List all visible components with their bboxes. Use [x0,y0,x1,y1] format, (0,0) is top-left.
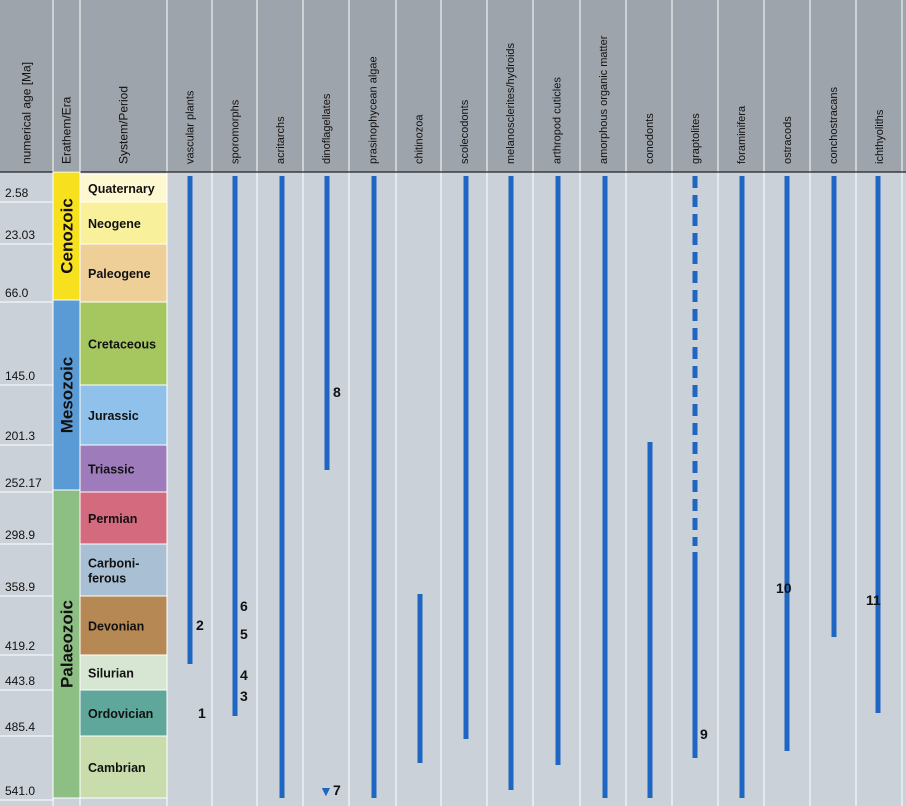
down-triangle-marker: ▼ [319,783,333,799]
age-label: 2.58 [5,186,29,200]
period-block [79,689,168,737]
age-label: 23.03 [5,228,35,242]
header-graptolites: graptolites [690,113,702,164]
footnote-number: 8 [333,384,341,400]
period-block [79,654,168,691]
period-block [79,735,168,799]
period-label: Cretaceous [88,338,156,352]
footnote-number: 7 [333,782,341,798]
header-arthropod-cuticles: arthropod cuticles [552,77,564,164]
era-block-cenozoic [52,171,81,301]
age-label: 201.3 [5,429,35,443]
header-ostracods: ostracods [782,116,794,164]
header-ichthyoliths: ichthyoliths [874,109,886,164]
header-prasinophycean-algae: prasinophycean algae [368,56,380,164]
header-band [0,0,906,172]
period-block [79,595,168,656]
age-label: 419.2 [5,639,35,653]
header-sporomorphs: sporomorphs [230,99,242,164]
period-block [79,543,168,597]
footnote-number: 2 [196,617,204,633]
footnote-number: 6 [240,598,248,614]
header-vascular-plants: vascular plants [185,90,197,164]
period-label: ferous [88,572,126,586]
footnote-number: 10 [776,580,792,596]
period-block [79,384,168,446]
age-label: 541.0 [5,784,35,798]
age-label: 485.4 [5,720,35,734]
period-label: Jurassic [88,409,139,423]
period-block [79,243,168,303]
header-amorphous-organic-matter: amorphous organic matter [598,35,610,164]
age-label: 443.8 [5,674,35,688]
period-label: Triassic [88,463,135,477]
era-label-mesozoic: Mesozoic [58,357,77,434]
age-label: 298.9 [5,528,35,542]
footnote-number: 3 [240,688,248,704]
period-block [79,301,168,386]
period-label: Paleogene [88,267,151,281]
header-numerical-age: numerical age [Ma] [20,62,34,164]
footnote-number: 4 [240,667,248,683]
header-chitinozoa: chitinozoa [414,114,426,164]
period-label: Permian [88,512,137,526]
era-block-mesozoic [52,299,81,491]
age-label: 252.17 [5,476,42,490]
header-erathem-era: Erathem/Era [60,96,74,164]
period-block [79,491,168,545]
footnote-number: 11 [866,592,881,608]
age-label: 358.9 [5,580,35,594]
age-label: 145.0 [5,369,35,383]
header-conchostracans: conchostracans [828,86,840,164]
header-conodonts: conodonts [644,113,656,164]
footnote-number: 5 [240,626,248,642]
age-label: 66.0 [5,286,29,300]
header-melanosclerites-hydroids: melanosclerites/hydroids [505,42,517,164]
header-scolecodonts: scolecodonts [459,99,471,164]
period-block [79,201,168,245]
period-label: Cambrian [88,761,146,775]
period-label: Carboni- [88,557,139,571]
header-acritarchs: acritarchs [275,116,287,164]
era-label-palaeozoic: Palaeozoic [58,600,77,688]
footnote-number: 1 [198,705,206,721]
period-label: Neogene [88,217,141,231]
period-label: Ordovician [88,707,153,721]
period-label: Quaternary [88,182,155,196]
footnote-number: 9 [700,726,708,742]
era-block-palaeozoic [52,489,81,799]
header-dinoflagellates: dinoflagellates [321,93,333,164]
period-block [79,444,168,493]
period-label: Devonian [88,620,144,634]
period-label: Silurian [88,667,134,681]
header-foraminifera: foraminifera [736,105,748,164]
header-system-period: System/Period [117,86,131,164]
era-label-cenozoic: Cenozoic [58,198,77,274]
